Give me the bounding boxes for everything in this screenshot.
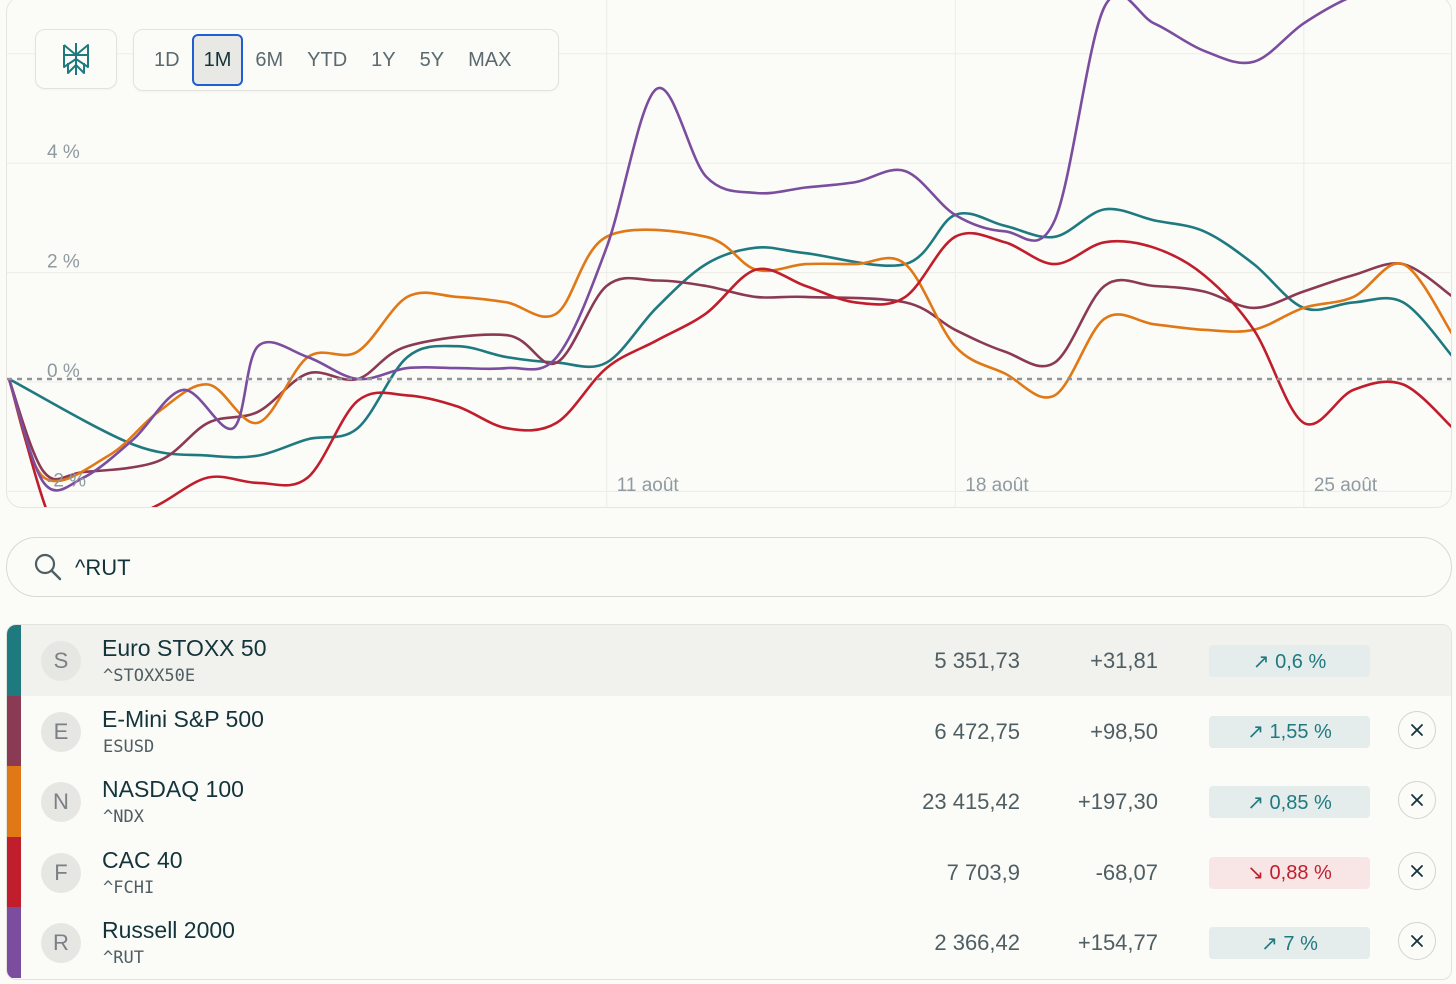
watchlist-row[interactable]: E E-Mini S&P 500 ESUSD 6 472,75 +98,50 ↗ 1,55… — [7, 695, 1451, 767]
index-price: 23 415,42 — [922, 789, 1020, 814]
series-color-stripe — [7, 836, 21, 908]
watchlist-table: S Euro STOXX 50 ^STOXX50E 5 351,73 +31,81 ↗ 0… — [6, 624, 1452, 980]
remove-button[interactable] — [1398, 922, 1436, 960]
series-color-stripe — [7, 907, 21, 978]
index-price: 2 366,42 — [934, 930, 1020, 955]
range-option-max[interactable]: MAX — [468, 48, 512, 71]
close-icon — [1411, 723, 1423, 736]
y-tick-label: 2 % — [47, 252, 80, 273]
index-name: CAC 40 — [102, 846, 183, 873]
series-color-stripe — [7, 766, 21, 837]
time-range-selector: 1D 1M 6M YTD 1Y 5Y MAX — [133, 29, 559, 91]
range-option-6m[interactable]: 6M — [255, 48, 284, 71]
range-option-1d[interactable]: 1D — [154, 48, 180, 71]
percent-change-badge: ↗ 0,85 % — [1209, 786, 1370, 818]
watchlist-row[interactable]: N NASDAQ 100 ^NDX 23 415,42 +197,30 ↗ 0,85 % — [7, 766, 1451, 837]
y-tick-label: 0 % — [47, 361, 80, 382]
index-ticker: ^STOXX50E — [103, 666, 196, 686]
index-name: Russell 2000 — [102, 917, 235, 943]
series-line-cac-40 — [7, 231, 1451, 507]
avatar: F — [41, 852, 81, 893]
percent-change-badge: ↗ 1,55 % — [1209, 715, 1370, 748]
close-icon — [1411, 864, 1423, 877]
index-change: -68,07 — [1095, 859, 1158, 885]
series-color-stripe — [7, 695, 21, 767]
index-ticker: ESUSD — [103, 736, 155, 757]
range-option-ytd[interactable]: YTD — [307, 48, 348, 71]
index-change: +197,30 — [1077, 789, 1158, 814]
avatar: E — [41, 711, 81, 752]
avatar: N — [41, 782, 81, 822]
index-ticker: ^NDX — [103, 807, 144, 827]
series-line-euro-stoxx-50 — [8, 207, 1451, 459]
y-tick-label: -2 % — [47, 470, 86, 491]
remove-button[interactable] — [1398, 710, 1436, 749]
index-ticker: ^FCHI — [103, 877, 155, 898]
percent-change-badge: ↗ 7 % — [1209, 927, 1370, 959]
y-tick-label: 4 % — [47, 142, 80, 163]
index-name: Euro STOXX 50 — [102, 635, 267, 661]
index-price: 7 703,9 — [946, 859, 1020, 885]
range-option-5y[interactable]: 5Y — [419, 48, 445, 71]
search-bar[interactable] — [6, 537, 1452, 597]
x-tick-label: 11 août — [617, 475, 680, 496]
x-tick-label: 18 août — [965, 475, 1029, 496]
percent-change-badge: ↗ 0,6 % — [1209, 645, 1370, 677]
index-change: +98,50 — [1090, 718, 1158, 744]
series-color-stripe — [7, 625, 21, 696]
avatar: R — [41, 923, 81, 963]
index-price: 6 472,75 — [934, 718, 1020, 744]
index-price: 5 351,73 — [934, 648, 1020, 673]
logo-button[interactable] — [35, 29, 117, 89]
close-icon — [1411, 935, 1423, 947]
range-option-1y[interactable]: 1Y — [371, 48, 396, 71]
x-tick-label: 25 août — [1314, 475, 1378, 496]
remove-button[interactable] — [1398, 781, 1436, 819]
watchlist-row[interactable]: R Russell 2000 ^RUT 2 366,42 +154,77 ↗ 7 % — [7, 907, 1451, 978]
index-change: +31,81 — [1090, 648, 1158, 673]
index-name: E-Mini S&P 500 — [102, 705, 264, 732]
search-input[interactable] — [73, 548, 1377, 588]
index-name: NASDAQ 100 — [102, 776, 244, 802]
index-change: +154,77 — [1077, 930, 1158, 955]
series-line-russell-2000 — [7, 0, 1348, 492]
watchlist-row[interactable]: S Euro STOXX 50 ^STOXX50E 5 351,73 +31,81 ↗ 0… — [7, 625, 1451, 696]
percent-change-badge: ↘ 0,88 % — [1209, 856, 1370, 889]
perplexity-logo-icon — [63, 43, 89, 75]
close-icon — [1411, 794, 1423, 806]
series-line-nasdaq-100 — [7, 228, 1451, 483]
search-icon — [34, 553, 62, 581]
watchlist-row[interactable]: F CAC 40 ^FCHI 7 703,9 -68,07 ↘ 0,88 % — [7, 836, 1451, 908]
remove-button[interactable] — [1398, 851, 1436, 890]
range-option-1m[interactable]: 1M — [191, 34, 244, 86]
series-line-e-mini-s-p-500 — [7, 262, 1451, 481]
avatar: S — [41, 641, 81, 681]
index-ticker: ^RUT — [103, 948, 144, 968]
